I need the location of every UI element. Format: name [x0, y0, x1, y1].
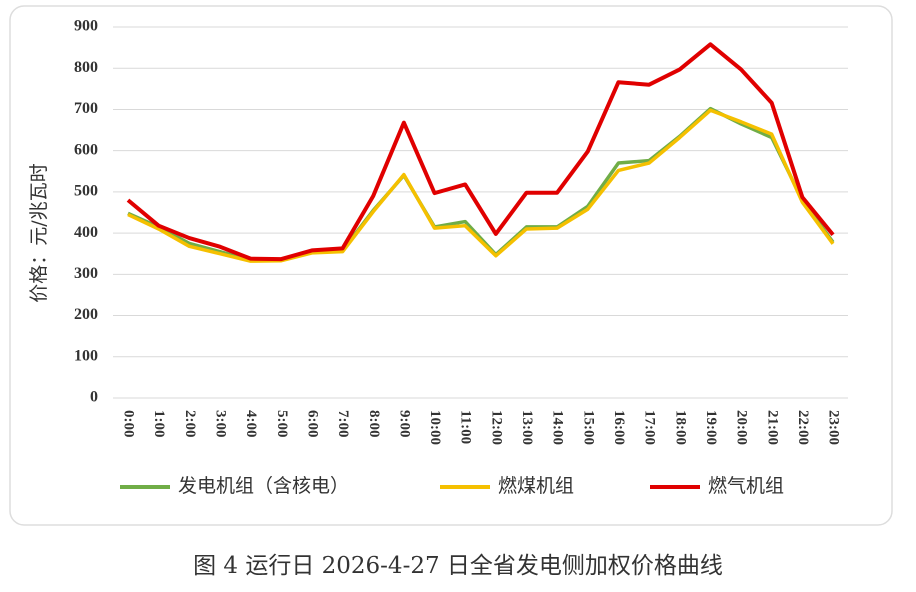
x-tick-label: 3:00: [213, 410, 229, 438]
legend-label: 燃气机组: [708, 475, 784, 497]
x-tick-label: 16:00: [611, 410, 627, 445]
x-tick-label: 23:00: [826, 410, 842, 445]
x-tick-label: 20:00: [734, 410, 750, 445]
y-tick-label: 200: [74, 306, 98, 323]
x-tick-label: 9:00: [396, 410, 412, 438]
x-tick-label: 0:00: [121, 410, 137, 438]
legend-label: 燃煤机组: [498, 475, 574, 497]
y-tick-label: 900: [74, 18, 98, 35]
x-tick-label: 18:00: [672, 410, 688, 445]
x-tick-label: 10:00: [427, 410, 443, 445]
x-tick-label: 2:00: [182, 410, 198, 438]
series-line: [127, 108, 835, 263]
x-tick-label: 1:00: [151, 410, 167, 438]
x-tick-label: 21:00: [764, 410, 780, 445]
y-tick-label: 100: [74, 347, 98, 364]
x-tick-label: 11:00: [458, 410, 474, 444]
y-tick-label: 700: [74, 100, 98, 117]
y-tick-label: 800: [74, 59, 98, 76]
y-tick-label: 600: [74, 141, 98, 158]
y-tick-label: 0: [90, 389, 98, 406]
x-tick-label: 15:00: [580, 410, 596, 445]
x-tick-label: 7:00: [335, 410, 351, 438]
chart-frame: [9, 5, 893, 526]
x-tick-label: 12:00: [488, 410, 504, 445]
x-tick-label: 14:00: [550, 410, 566, 445]
series-line: [126, 42, 835, 262]
x-tick-label: 22:00: [795, 410, 811, 445]
legend-label: 发电机组（含核电）: [178, 475, 349, 497]
y-tick-label: 400: [74, 224, 98, 241]
y-axis-label: 价格：元/兆瓦时: [28, 163, 50, 302]
x-tick-label: 13:00: [519, 410, 535, 445]
x-tick-label: 17:00: [642, 410, 658, 445]
x-tick-label: 6:00: [304, 410, 320, 438]
x-tick-label: 5:00: [274, 410, 290, 438]
y-tick-label: 500: [74, 183, 98, 200]
y-tick-label: 300: [74, 265, 98, 282]
x-tick-label: 8:00: [366, 410, 382, 438]
x-tick-label: 19:00: [703, 410, 719, 445]
series-line: [127, 106, 835, 262]
chart-title: 图 4 运行日 2026-4-27 日全省发电侧加权价格曲线: [193, 553, 723, 579]
x-tick-label: 4:00: [243, 410, 259, 438]
